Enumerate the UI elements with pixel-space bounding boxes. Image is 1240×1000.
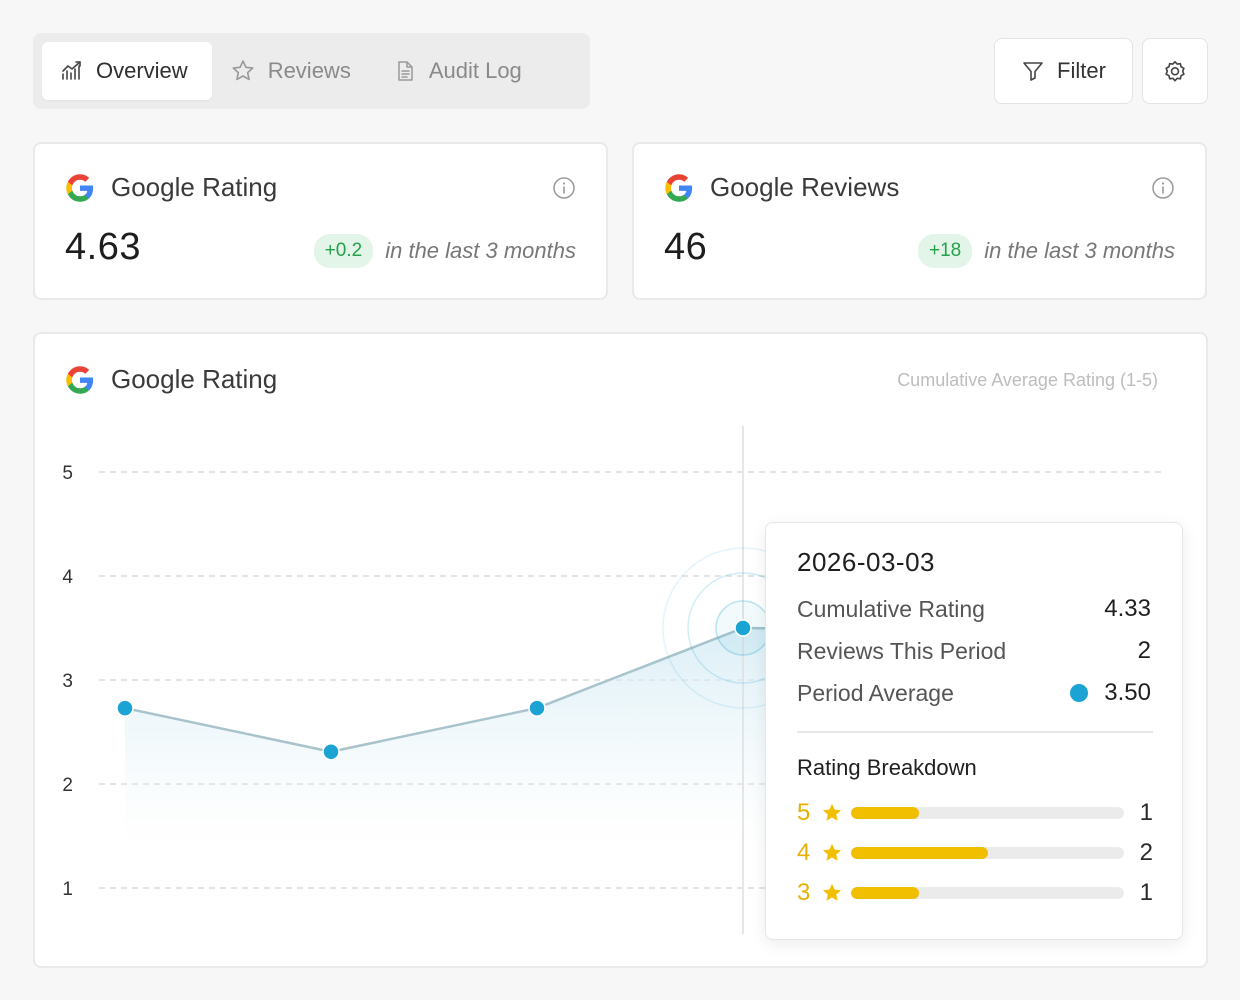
y-tick-label: 3 <box>62 671 73 692</box>
tooltip-label: Cumulative Rating <box>797 595 985 622</box>
star-icon <box>823 883 841 901</box>
tab-bar: Overview Reviews Audit Log <box>33 33 590 109</box>
delta-badge: +18 <box>917 234 973 268</box>
card-title: Google Reviews <box>710 172 900 202</box>
series-dot-icon <box>1070 684 1089 702</box>
settings-button[interactable] <box>1142 38 1208 104</box>
tooltip-value: 4.33 <box>1104 595 1151 622</box>
breakdown-count: 2 <box>1139 839 1153 866</box>
y-tick-label: 1 <box>62 879 73 900</box>
breakdown-bar <box>851 807 1124 819</box>
document-icon <box>398 61 413 81</box>
breakdown-bar <box>851 847 1124 859</box>
google-logo-icon <box>66 173 94 202</box>
filter-label: Filter <box>1057 58 1106 83</box>
data-point[interactable] <box>116 699 134 717</box>
tooltip-value: 2 <box>1137 637 1151 664</box>
rating-chart[interactable]: 1 2 3 4 5 <box>35 334 1206 966</box>
tooltip-row-period-average: Period Average 3.50 <box>797 679 1151 707</box>
tooltip-divider <box>797 731 1153 733</box>
google-rating-card: Google Rating 4.63 +0.2 in the last 3 mo… <box>33 142 608 300</box>
chart-tooltip: 2026-03-03 Cumulative Rating 4.33 Review… <box>765 522 1183 940</box>
data-point[interactable] <box>322 743 340 761</box>
google-logo-icon <box>66 365 94 394</box>
breakdown-count: 1 <box>1139 799 1153 826</box>
chart-icon <box>62 61 81 80</box>
info-icon[interactable] <box>552 176 576 200</box>
tab-label: Audit Log <box>428 58 522 83</box>
y-tick-label: 5 <box>62 463 73 484</box>
rating-breakdown-title: Rating Breakdown <box>797 755 977 780</box>
tooltip-row-cumulative: Cumulative Rating 4.33 <box>797 595 1151 623</box>
delta-row: +18 in the last 3 months <box>917 234 1175 268</box>
y-tick-label: 2 <box>62 775 73 796</box>
google-logo-icon <box>665 173 693 202</box>
breakdown-bar <box>851 887 1124 899</box>
filter-icon <box>1023 62 1043 81</box>
data-point[interactable] <box>734 619 752 637</box>
filter-button[interactable]: Filter <box>994 38 1133 104</box>
card-header: Google Rating <box>65 172 277 203</box>
google-reviews-card: Google Reviews 46 +18 in the last 3 mont… <box>632 142 1207 300</box>
rating-value: 4.63 <box>65 226 141 268</box>
tooltip-date: 2026-03-03 <box>797 547 935 577</box>
reviews-value: 46 <box>664 226 708 268</box>
tab-label: Reviews <box>267 58 351 83</box>
tab-reviews[interactable]: Reviews <box>212 42 375 100</box>
breakdown-bar-fill <box>851 807 920 819</box>
breakdown-count: 1 <box>1139 879 1153 906</box>
y-tick-label: 4 <box>62 567 73 588</box>
delta-badge: +0.2 <box>313 234 374 268</box>
gear-icon <box>1165 60 1185 82</box>
breakdown-row: 4 2 <box>797 838 1153 868</box>
breakdown-stars: 5 <box>797 799 811 826</box>
tab-label: Overview <box>96 58 188 83</box>
chart-subtitle: Cumulative Average Rating (1-5) <box>897 370 1158 390</box>
breakdown-stars: 4 <box>797 839 811 866</box>
data-point[interactable] <box>528 699 546 717</box>
delta-row: +0.2 in the last 3 months <box>313 234 576 268</box>
breakdown-row: 5 1 <box>797 798 1153 828</box>
tooltip-row-reviews: Reviews This Period 2 <box>797 637 1151 665</box>
star-outline-icon <box>232 60 254 81</box>
chart-title: Google Rating <box>111 364 278 394</box>
star-icon <box>823 843 841 861</box>
tooltip-label: Period Average <box>797 679 954 706</box>
tooltip-value: 3.50 <box>1104 679 1151 706</box>
card-header: Google Reviews <box>664 172 899 203</box>
tooltip-value-wrap: 3.50 <box>1070 679 1151 707</box>
delta-text: in the last 3 months <box>984 238 1175 263</box>
tooltip-label: Reviews This Period <box>797 637 1007 664</box>
tab-audit-log[interactable]: Audit Log <box>375 42 546 100</box>
breakdown-row: 3 1 <box>797 878 1153 908</box>
breakdown-bar-fill <box>851 847 988 859</box>
info-icon[interactable] <box>1151 176 1175 200</box>
tab-overview[interactable]: Overview <box>42 42 212 100</box>
delta-text: in the last 3 months <box>385 238 576 263</box>
breakdown-bar-fill <box>851 887 920 899</box>
breakdown-stars: 3 <box>797 879 811 906</box>
star-icon <box>823 803 841 821</box>
card-title: Google Rating <box>111 172 278 202</box>
chart-header: Google Rating <box>65 364 277 395</box>
